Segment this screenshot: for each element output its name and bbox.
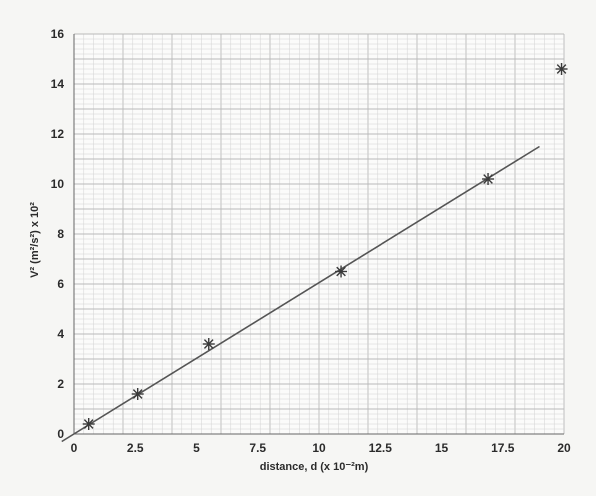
- fit-line: [61, 145, 540, 443]
- y-tick-labels: 0 2 4 6 8 10 12 14 16: [51, 27, 65, 441]
- y-tick-label: 6: [57, 277, 64, 291]
- x-tick-label: 7.5: [249, 441, 266, 455]
- point-stroke: [483, 174, 493, 184]
- y-tick-label: 4: [57, 327, 64, 341]
- point-stroke: [203, 339, 214, 349]
- y-tick-label: 16: [51, 27, 65, 41]
- grid: [73, 33, 565, 435]
- y-tick-label: 2: [57, 377, 64, 391]
- y-axis-label: V² (m²/s²) x 10²: [29, 202, 41, 278]
- x-tick-label: 2.5: [127, 441, 144, 455]
- point-stroke: [132, 389, 143, 399]
- data-point: [482, 173, 495, 185]
- data-point: [131, 388, 144, 400]
- data-point: [335, 265, 348, 278]
- x-tick-labels: 0 2.5 5 7.5 10 12.5 15 17.5 20: [71, 441, 571, 455]
- x-tick-label: 10: [312, 441, 326, 455]
- x-axis-label: distance, d (x 10⁻²m): [260, 461, 369, 473]
- x-tick-label: 17.5: [491, 441, 515, 455]
- x-tick-label: 12.5: [369, 441, 393, 455]
- y-tick-label: 8: [57, 227, 64, 241]
- x-tick-label: 0: [71, 441, 78, 455]
- data-point: [202, 338, 215, 350]
- data-point: [82, 418, 95, 430]
- y-tick-label: 14: [51, 77, 65, 91]
- axes: [73, 34, 564, 435]
- x-tick-label: 20: [557, 441, 571, 455]
- point-stroke: [336, 266, 346, 277]
- data-points: [82, 63, 568, 430]
- point-stroke: [556, 64, 567, 74]
- x-tick-label: 5: [193, 441, 200, 455]
- y-tick-label: 12: [51, 127, 65, 141]
- y-tick-label: 0: [57, 427, 64, 441]
- y-tick-label: 10: [51, 177, 65, 191]
- data-point: [555, 63, 568, 75]
- fit-line-group: [61, 145, 540, 443]
- x-tick-label: 15: [435, 441, 449, 455]
- point-stroke: [83, 419, 94, 429]
